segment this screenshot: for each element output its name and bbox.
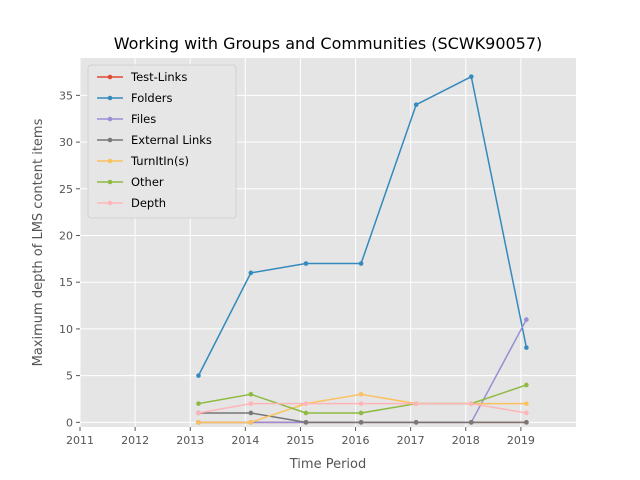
y-tick-label: 20 [59, 229, 73, 242]
legend-swatch-marker [107, 74, 113, 80]
legend-item: TurnItIn(s) [97, 154, 189, 168]
x-tick-label: 2019 [507, 434, 535, 447]
x-tick-label: 2013 [176, 434, 204, 447]
data-point [196, 420, 201, 425]
data-point [303, 410, 309, 416]
legend-label: Folders [131, 91, 173, 105]
x-tick-label: 2015 [286, 434, 314, 447]
x-tick-label: 2017 [397, 434, 425, 447]
data-point [248, 410, 254, 416]
data-point [196, 410, 201, 416]
legend-label: Files [131, 112, 156, 126]
legend-swatch-marker [107, 116, 113, 122]
x-tick-label: 2014 [231, 434, 259, 447]
data-point [196, 373, 201, 378]
data-point [358, 410, 364, 416]
data-point [468, 420, 474, 425]
legend-item: External Links [97, 133, 212, 147]
legend-item: Files [97, 112, 156, 126]
legend-swatch-marker [107, 200, 113, 206]
series-depth [196, 401, 529, 416]
data-point [358, 420, 364, 425]
data-point [468, 401, 474, 406]
data-point [303, 261, 309, 266]
data-point [413, 102, 419, 108]
legend-label: Test-Links [130, 70, 187, 84]
legend-item: Depth [97, 196, 166, 210]
data-point [248, 270, 254, 276]
legend-swatch-marker [107, 95, 113, 101]
data-point [358, 401, 364, 406]
chart-title: Working with Groups and Communities (SCW… [114, 34, 543, 53]
data-point [413, 420, 419, 425]
y-tick-label: 30 [59, 136, 73, 149]
legend-label: External Links [131, 133, 212, 147]
data-point [303, 401, 309, 406]
data-point [248, 401, 254, 406]
data-point [358, 261, 364, 266]
y-tick-label: 35 [59, 89, 73, 102]
legend-item: Folders [97, 91, 173, 105]
data-point [524, 420, 529, 425]
legend-label: Depth [131, 196, 166, 210]
data-point [303, 420, 309, 425]
data-point [413, 401, 419, 406]
legend-swatch-marker [107, 179, 113, 185]
data-point [524, 317, 529, 322]
data-point [358, 392, 364, 397]
legend-item: Other [97, 175, 164, 189]
y-tick-label: 5 [66, 370, 73, 383]
x-axis-label: Time Period [289, 457, 366, 472]
series-external-links [196, 410, 529, 425]
legend-label: Other [131, 175, 164, 189]
legend-swatch-marker [107, 158, 113, 164]
y-tick-label: 0 [66, 416, 73, 429]
data-point [524, 382, 529, 388]
series-folders [196, 74, 529, 378]
y-tick-label: 25 [59, 183, 73, 196]
data-point [524, 401, 529, 406]
data-point [524, 345, 529, 350]
legend-swatch-marker [107, 137, 113, 143]
data-point [248, 392, 254, 397]
series-lines [196, 74, 529, 425]
x-tick-label: 2011 [66, 434, 94, 447]
data-point [196, 401, 201, 406]
legend-item: Test-Links [97, 70, 187, 84]
y-tick-label: 15 [59, 276, 73, 289]
axis-ticks: 2011 2012 2013 2014 2015 2016 2017 2018 20190510… [59, 89, 535, 447]
data-point [524, 410, 529, 416]
legend-label: TurnItIn(s) [130, 154, 189, 168]
x-tick-label: 2012 [121, 434, 149, 447]
grid [79, 58, 576, 427]
data-point [248, 420, 254, 425]
data-point [468, 74, 474, 79]
legend: Test-Links Folders Files External Links Turn… [87, 64, 237, 219]
legend-box [87, 64, 237, 219]
y-axis-label: Maximum depth of LMS content items [31, 118, 46, 366]
y-tick-label: 10 [59, 323, 73, 336]
x-tick-label: 2018 [452, 434, 480, 447]
x-tick-label: 2016 [342, 434, 370, 447]
